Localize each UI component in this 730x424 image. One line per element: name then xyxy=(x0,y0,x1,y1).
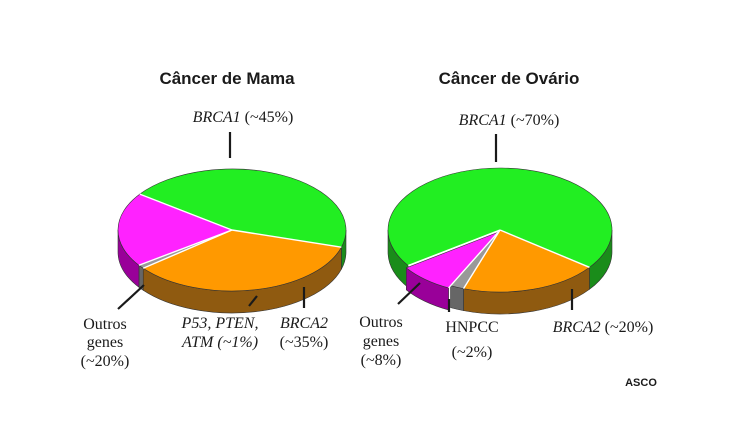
pie-sides xyxy=(387,229,613,315)
leader-mama-p53 xyxy=(248,295,258,307)
pie-separator xyxy=(462,229,501,289)
pie-separator xyxy=(448,231,499,289)
label-ovario-hnpcc-name: HNPCC xyxy=(445,319,498,336)
chart-title-ovario: Câncer de Ovário xyxy=(439,69,580,88)
pie-slice-brca2 xyxy=(463,229,591,293)
label-ovario-hnpcc-value: (~2%) xyxy=(452,344,493,361)
leader-ovario-outros xyxy=(397,282,421,305)
chart-title-mama: Câncer de Mama xyxy=(159,69,295,88)
pie-slice-outros-genes xyxy=(117,193,233,266)
pie-ovario xyxy=(387,167,613,315)
pie-slice-outros-genes xyxy=(405,231,499,289)
label-mama-p53-name: P53, PTEN, xyxy=(181,315,259,332)
pie-slice-brca2 xyxy=(142,229,342,292)
label-mama-brca2-value: (~35%) xyxy=(280,334,329,351)
label-ovario-brca2: BRCA2 (~20%) xyxy=(553,319,654,336)
pie-separator xyxy=(499,229,590,268)
pie-separator xyxy=(142,229,233,269)
pie-separator xyxy=(139,193,233,231)
pie-tops xyxy=(387,167,613,293)
label-ovario-outros-value: (~8%) xyxy=(361,352,402,369)
label-mama-brca1: BRCA1 (~45%) xyxy=(193,109,294,126)
leader-mama-outros xyxy=(117,284,145,310)
label-mama-p53-value: ATM (~1%) xyxy=(181,334,258,351)
label-ovario-brca1: BRCA1 (~70%) xyxy=(459,112,560,129)
source-credit: ASCO xyxy=(625,377,657,389)
pie-slice-brca1 xyxy=(387,167,613,268)
label-mama-brca2-name: BRCA2 xyxy=(280,315,328,332)
chart-cancer-de-ovario: Câncer de Ovário BRCA1 (~70%) BRCA2 (~20… xyxy=(359,69,653,369)
chart-cancer-de-mama: Câncer de Mama BRCA1 (~45%) BRCA2 (~35%)… xyxy=(81,69,347,370)
label-ovario-outros-name-1: Outros xyxy=(359,314,403,331)
label-ovario-outros-name-2: genes xyxy=(363,333,399,350)
pie-side-hnpcc xyxy=(450,285,464,311)
label-mama-outros-name-2: genes xyxy=(87,334,123,351)
pie-separator xyxy=(408,229,501,267)
label-mama-outros-value: (~20%) xyxy=(81,353,130,370)
pie-separator xyxy=(138,229,233,266)
pie-slice-brca1 xyxy=(139,168,347,248)
label-mama-outros-name-1: Outros xyxy=(83,316,127,333)
pie-mama xyxy=(117,168,347,314)
pie-separator xyxy=(231,229,342,248)
pie-tops xyxy=(117,168,347,292)
